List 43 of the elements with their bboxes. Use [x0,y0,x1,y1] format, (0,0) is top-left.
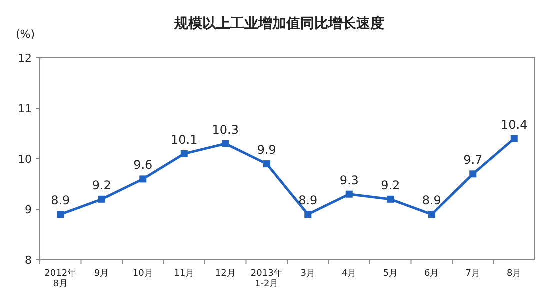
data-label: 9.2 [92,178,112,192]
point [510,135,518,142]
point [180,150,188,158]
data-label: 8.9 [422,194,442,208]
data-label: 9.2 [381,178,400,192]
data-label: 9.3 [340,173,359,188]
data-label: 10.4 [501,118,528,132]
x-tick-label: 3月 [300,269,316,279]
y-tick-label: 8 [25,254,32,267]
x-tick-label: 9月 [94,269,110,279]
x-tick-label: 10月 [132,269,154,279]
x-tick-label: 12月 [215,269,236,279]
data-label: 9.7 [464,153,483,168]
point [140,176,147,183]
x-tick-label: 8月 [507,269,522,279]
point [346,190,353,198]
x-tick-label: 2012年 8月 [44,268,77,290]
x-tick-label: 7月 [466,269,480,279]
data-label: 8.9 [298,194,318,208]
x-tick-label: 2013年 1-2月 [250,268,283,290]
y-tick-label: 10 [18,153,32,166]
data-label: 9.9 [257,143,276,158]
x-tick-label: 6月 [424,269,440,279]
point [387,196,394,203]
x-tick-label: 5月 [383,269,398,279]
data-label: 10.1 [171,132,198,147]
x-tick-label: 4月 [342,269,357,279]
chart-title: 规模以上工业增加值同比增长速度 [174,15,384,32]
point [57,211,64,218]
point [470,170,477,178]
y-axis-title: (%) [16,28,36,41]
data-label: 9.6 [134,158,153,172]
data-label: 10.3 [212,122,239,137]
point [304,211,312,218]
y-tick-label: 11 [18,102,32,116]
x-tick-label: 11月 [174,269,195,279]
data-label: 8.9 [51,194,70,208]
point [428,211,436,218]
point [263,160,270,168]
y-tick-label: 12 [18,52,32,65]
point [98,196,106,203]
point [222,140,230,148]
y-tick-label: 9 [25,204,32,216]
